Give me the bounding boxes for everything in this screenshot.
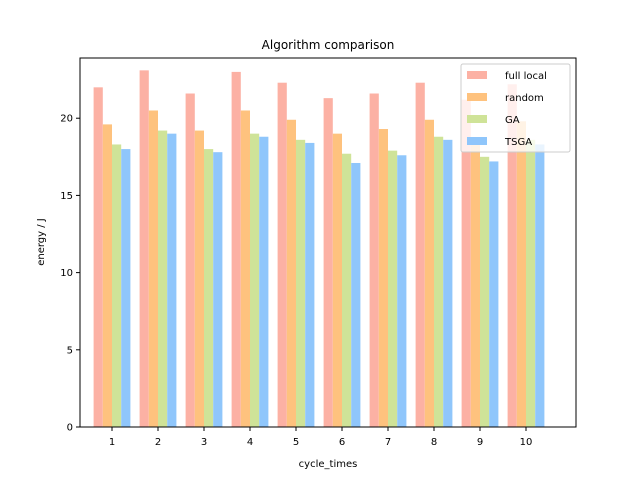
bar-random-3	[194, 130, 204, 427]
legend-swatch	[467, 137, 487, 145]
bar-tsga-1	[121, 149, 131, 427]
bar-random-6	[332, 133, 342, 427]
x-tick-label: 2	[155, 437, 161, 448]
bar-full-local-4	[231, 71, 241, 428]
bar-ga-9	[480, 156, 490, 427]
y-tick-label: 20	[60, 114, 73, 125]
x-axis-label: cycle_times	[299, 459, 358, 470]
x-tick-label: 9	[477, 437, 483, 448]
bar-ga-4	[250, 133, 260, 427]
bar-random-7	[378, 129, 388, 427]
bar-full-local-5	[277, 82, 287, 427]
legend: full local random GA TSGA	[460, 63, 571, 153]
legend-label: random	[505, 93, 544, 104]
bar-full-local-9	[461, 99, 471, 427]
bar-tsga-5	[305, 142, 315, 428]
bar-full-local-6	[323, 98, 333, 427]
y-axis: 0 5 10 15 20	[60, 114, 80, 434]
legend-label: full local	[505, 71, 547, 82]
bar-random-10	[516, 121, 526, 428]
bars-group	[93, 70, 545, 428]
bar-full-local-10	[507, 84, 517, 427]
bar-random-4	[240, 110, 250, 428]
x-tick-label: 10	[520, 437, 533, 448]
x-tick-label: 5	[293, 437, 299, 448]
bar-tsga-6	[351, 162, 361, 428]
bar-ga-6	[342, 153, 352, 427]
legend-label: GA	[505, 115, 520, 126]
y-tick-label: 0	[67, 423, 73, 434]
y-tick-label: 5	[67, 345, 73, 356]
bar-full-local-3	[185, 93, 195, 427]
bar-tsga-3	[213, 152, 223, 427]
bar-ga-5	[296, 139, 306, 427]
x-tick-label: 1	[109, 437, 115, 448]
bar-ga-8	[434, 136, 444, 428]
x-tick-label: 8	[431, 437, 437, 448]
bar-full-local-7	[369, 93, 379, 427]
x-tick-label: 4	[247, 437, 253, 448]
x-tick-label: 3	[201, 437, 207, 448]
bar-ga-10	[526, 139, 536, 427]
bar-random-8	[424, 119, 434, 427]
bar-full-local-8	[415, 82, 425, 427]
x-tick-label: 6	[339, 437, 345, 448]
bar-random-5	[286, 119, 296, 427]
bar-ga-7	[388, 150, 398, 427]
y-tick-label: 10	[60, 268, 73, 279]
bar-ga-2	[158, 130, 168, 427]
chart-title: Algorithm comparison	[262, 38, 395, 52]
legend-box	[460, 63, 571, 153]
y-axis-label: energy / J	[36, 218, 47, 266]
bar-full-local-2	[139, 70, 149, 427]
legend-swatch	[467, 71, 487, 79]
x-axis: 1 2 3 4 5 6 7 8 9 10	[109, 427, 533, 448]
bar-random-1	[102, 124, 112, 427]
bar-tsga-2	[167, 133, 177, 427]
bar-ga-1	[112, 144, 122, 427]
legend-swatch	[467, 93, 487, 101]
bar-random-9	[470, 141, 480, 427]
y-tick-label: 15	[60, 191, 73, 202]
legend-swatch	[467, 115, 487, 123]
bar-random-2	[148, 110, 158, 428]
bar-tsga-9	[489, 161, 499, 427]
bar-tsga-7	[397, 155, 407, 427]
plot-frame	[79, 57, 577, 428]
bar-ga-3	[204, 149, 214, 427]
bar-tsga-4	[259, 136, 269, 428]
x-tick-label: 7	[385, 437, 391, 448]
bar-tsga-8	[443, 139, 453, 427]
legend-label: TSGA	[504, 137, 532, 148]
bar-full-local-1	[93, 87, 103, 427]
bar-tsga-10	[535, 144, 545, 427]
